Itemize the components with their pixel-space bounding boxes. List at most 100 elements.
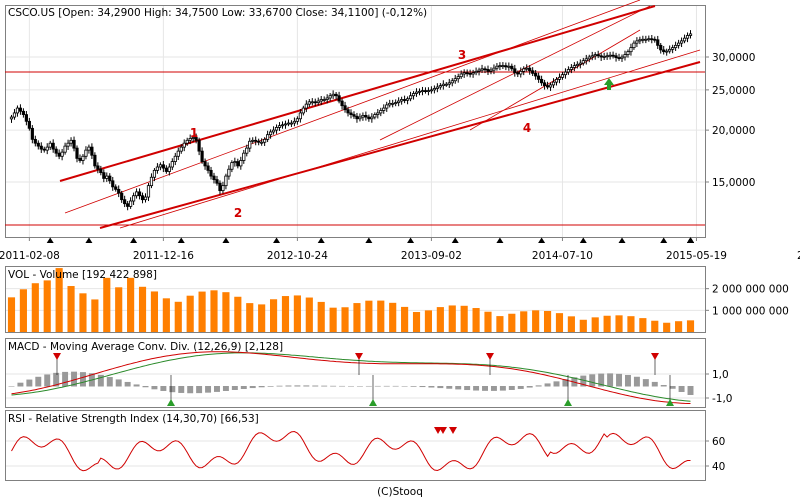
candle-body — [248, 140, 252, 149]
candle-body — [355, 115, 359, 120]
candle-body — [310, 101, 314, 104]
macd-histogram-bar — [383, 385, 390, 387]
candle-body — [486, 69, 490, 72]
volume-bar — [543, 310, 552, 332]
candle-body — [599, 55, 603, 58]
wave-label: 2 — [234, 206, 242, 220]
candle-body — [295, 118, 299, 122]
candle-body — [111, 180, 115, 188]
candle-body — [659, 44, 663, 51]
candle-body — [551, 81, 556, 86]
macd-histogram-bar — [553, 381, 560, 387]
macd-tick-label: -1,0 — [712, 393, 733, 405]
macd-histogram-bar — [26, 379, 33, 387]
candle-body — [45, 146, 49, 151]
main-title: CSCO.US [Open: 34,2900 High: 34,7500 Low… — [8, 7, 427, 19]
candle-body — [679, 40, 684, 44]
macd-histogram-bar — [205, 386, 212, 393]
rsi-tick-label: 60 — [712, 436, 725, 448]
candle-body — [426, 90, 431, 93]
volume-bar — [567, 316, 575, 332]
macd-histogram-bar — [580, 375, 587, 387]
volume-bar — [436, 307, 444, 332]
date-tick-label: 2014-07-10 — [532, 250, 593, 262]
candle-body — [286, 122, 291, 125]
macd-histogram-bar — [624, 374, 631, 387]
candle-body — [277, 125, 282, 128]
macd-histogram-bar — [473, 386, 480, 391]
volume-bar — [341, 307, 349, 332]
candle-body — [545, 85, 550, 88]
macd-histogram-bar — [633, 376, 640, 387]
volume-panel-frame — [5, 266, 706, 333]
candle-body — [674, 44, 678, 49]
volume-bar — [269, 299, 278, 332]
volume-bar — [579, 319, 587, 332]
candle-body — [260, 141, 264, 144]
macd-histogram-bar — [178, 386, 185, 393]
macd-axis-ticks: 1,0 -1,0 — [705, 369, 733, 405]
volume-bar — [365, 300, 373, 332]
candle-body — [403, 99, 407, 101]
candle-body — [462, 72, 466, 75]
date-tick-label: 2016-03-25 — [797, 250, 800, 262]
candle-body — [656, 39, 660, 46]
macd-histogram-bar — [321, 385, 328, 387]
candle-body — [620, 56, 624, 59]
volume-bar — [603, 315, 611, 332]
volume-bar — [329, 307, 337, 332]
macd-histogram-bar — [8, 386, 15, 387]
candle-body — [221, 185, 225, 192]
candle-body — [30, 127, 34, 140]
macd-histogram-bar — [17, 382, 24, 387]
candle-body — [477, 69, 481, 72]
volume-bar — [246, 303, 254, 332]
macd-histogram-bar — [133, 384, 140, 387]
candle-body — [51, 142, 55, 150]
rsi-line — [11, 430, 691, 472]
volume-bar — [305, 297, 313, 332]
volume-bar — [448, 305, 456, 332]
volume-bar — [210, 290, 218, 332]
macd-tick-label: 1,0 — [712, 369, 729, 381]
candle-body — [400, 99, 404, 102]
candle-body — [346, 109, 350, 114]
candle-body — [66, 142, 70, 147]
candle-body — [9, 116, 14, 120]
volume-bar — [91, 299, 99, 332]
candle-body — [129, 200, 133, 207]
macd-histogram-bar — [276, 385, 283, 387]
candle-body — [283, 123, 288, 126]
candle-body — [459, 73, 463, 78]
macd-histogram-bar — [499, 386, 506, 391]
macd-histogram-bar — [651, 381, 658, 387]
candle-body — [185, 139, 189, 144]
volume-bar — [43, 280, 51, 332]
candle-body — [206, 165, 210, 171]
signal-triangle-icon — [660, 237, 668, 243]
volume-bar — [675, 321, 683, 332]
macd-histogram-bar — [44, 374, 51, 387]
signal-triangle-icon — [177, 237, 185, 243]
candle-body — [203, 161, 207, 167]
candle-body — [572, 65, 576, 68]
volume-title: VOL - Volume [192 422 898] — [8, 269, 157, 281]
volume-bar — [353, 303, 361, 332]
macd-histogram-bar — [106, 377, 113, 387]
candle-body — [635, 40, 639, 44]
candle-body — [542, 82, 547, 87]
candle-body — [438, 85, 442, 88]
macd-histogram-bar — [607, 373, 614, 387]
candle-body — [48, 142, 52, 148]
sell-triangle-icon — [486, 353, 494, 360]
candle-body — [209, 169, 213, 177]
signal-triangle-icon — [496, 237, 504, 243]
candle-body — [391, 102, 395, 105]
volume-bar — [162, 298, 170, 332]
candle-body — [534, 72, 538, 77]
candle-body — [471, 72, 475, 75]
sell-triangle-icon — [651, 353, 659, 360]
wave-label: 1 — [190, 126, 198, 140]
volume-bar — [67, 286, 75, 332]
volume-bars — [7, 268, 695, 332]
